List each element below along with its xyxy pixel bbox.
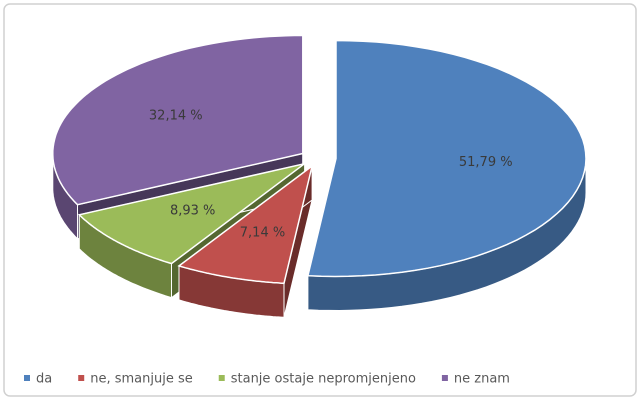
pie-slice (177, 164, 314, 285)
data-label: 8,93 % (170, 203, 215, 218)
pie-slice (306, 39, 587, 278)
data-label: 32,14 % (149, 108, 203, 123)
legend-label: ne znam (454, 372, 510, 387)
legend-marker (218, 375, 225, 381)
legend-label: stanje ostaje nepromjenjeno (231, 372, 416, 387)
pie-slice (77, 162, 306, 265)
data-label: 51,79 % (459, 155, 513, 170)
slice (306, 39, 587, 312)
legend-marker (441, 375, 448, 381)
legend-marker (24, 375, 30, 381)
data-label: 7,14 % (240, 225, 285, 240)
legend-label: da (36, 372, 52, 387)
slice (177, 164, 314, 318)
legend-label: ne, smanjuje se (90, 372, 193, 387)
legend-marker (78, 375, 85, 381)
pie-slice (52, 34, 304, 206)
